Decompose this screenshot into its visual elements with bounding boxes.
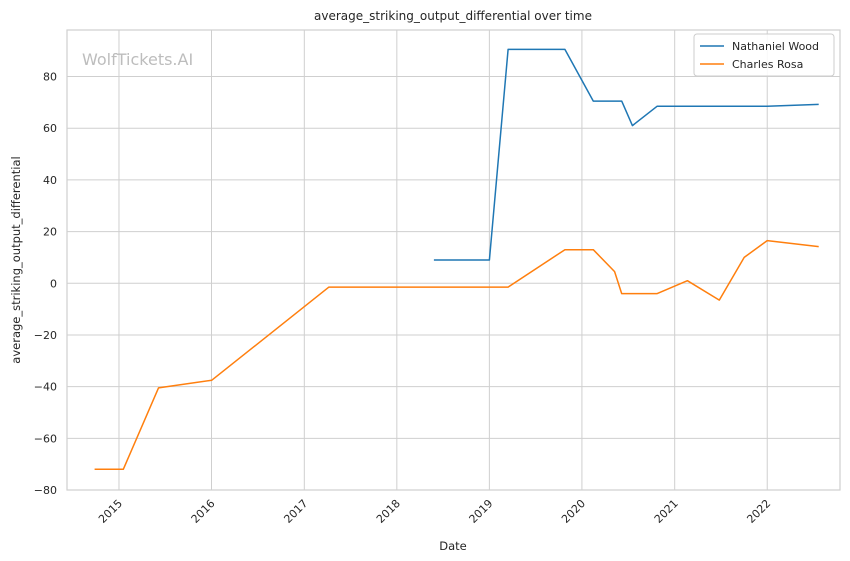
watermark: WolfTickets.AI — [82, 50, 193, 69]
x-tick-label: 2017 — [281, 497, 310, 526]
x-axis-title: Date — [439, 539, 467, 553]
chart-title: average_striking_output_differential ove… — [314, 9, 592, 23]
series-line — [94, 239, 819, 471]
series-layer — [94, 48, 819, 471]
x-axis-ticks: 2015 2016 2017 2018 2019 2020 2021 2022 — [96, 497, 773, 526]
y-tick-label: 20 — [43, 226, 57, 239]
x-tick-label: 2021 — [652, 497, 681, 526]
x-tick-label: 2015 — [96, 497, 125, 526]
x-tick-label: 2018 — [374, 497, 403, 526]
legend-label: Nathaniel Wood — [732, 40, 819, 53]
y-tick-label: −60 — [34, 432, 57, 445]
y-tick-label: 0 — [50, 277, 57, 290]
x-tick-label: 2016 — [189, 497, 218, 526]
legend-box — [693, 33, 835, 77]
y-tick-label: −40 — [34, 381, 57, 394]
x-tick-label: 2019 — [467, 497, 496, 526]
legend-label: Charles Rosa — [732, 58, 803, 71]
plot-frame — [66, 29, 841, 491]
legend: Nathaniel Wood Charles Rosa — [693, 33, 835, 77]
y-tick-label: −20 — [34, 329, 57, 342]
series-line — [433, 48, 819, 261]
y-axis-title: average_striking_output_differential — [9, 156, 23, 363]
y-tick-label: 40 — [43, 174, 57, 187]
y-axis-ticks: −80 −60 −40 −20 0 20 40 60 80 — [34, 71, 57, 497]
x-tick-label: 2020 — [559, 497, 588, 526]
y-tick-label: 60 — [43, 122, 57, 135]
y-tick-label: 80 — [43, 71, 57, 84]
y-tick-label: −80 — [34, 484, 57, 497]
x-tick-label: 2022 — [744, 497, 773, 526]
